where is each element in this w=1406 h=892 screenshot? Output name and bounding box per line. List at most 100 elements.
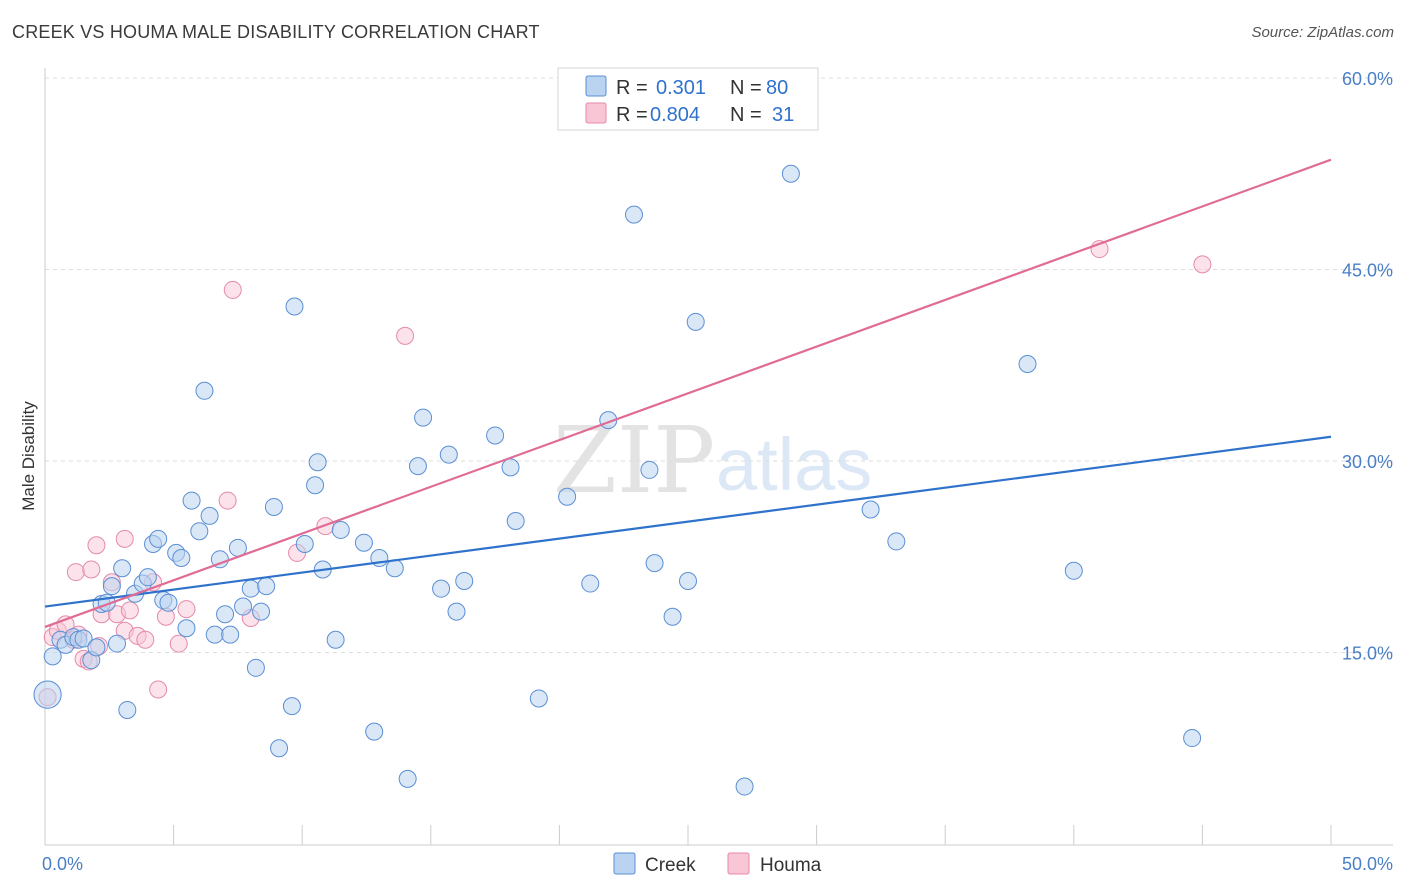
creek-point-48 (331, 520, 350, 539)
legend-houma-n-value: 31 (772, 104, 794, 126)
x-tick-label-0: 0.0% (42, 854, 83, 874)
creek-point-27 (195, 381, 214, 400)
creek-point-25 (182, 491, 201, 510)
watermark-atlas: atlas (716, 423, 872, 506)
houma-point-30 (396, 326, 415, 345)
houma-point-26 (223, 280, 242, 299)
creek-point-6 (74, 629, 93, 648)
creek-point-32 (221, 625, 240, 644)
watermark: ZIP atlas (553, 407, 872, 514)
creek-point-78 (1064, 561, 1083, 580)
creek-point-58 (447, 602, 466, 621)
creek-point-1 (43, 647, 62, 666)
creek-point-62 (506, 512, 525, 531)
creek-point-45 (308, 453, 327, 472)
creek-point-35 (241, 579, 260, 598)
creek-point-59 (455, 572, 474, 591)
houma-point-10 (87, 536, 106, 555)
creek-point-57 (439, 445, 458, 464)
legend-creek-r-label: R = (616, 77, 648, 99)
y-tick-label-1: 30.0% (1342, 452, 1393, 472)
y-axis-label: Male Disability (19, 401, 38, 511)
houma-point-24 (177, 600, 196, 619)
legend-creek-swatch (585, 75, 607, 97)
creek-point-29 (205, 625, 224, 644)
creek-point-31 (216, 605, 235, 624)
creek-point-17 (138, 568, 157, 587)
creek-point-54 (408, 457, 427, 476)
creek-point-11 (102, 577, 121, 596)
creek-point-12 (108, 634, 127, 653)
bottom-legend: Creek Houma (613, 852, 822, 876)
legend-creek-n-label: N = (730, 77, 762, 99)
gridlines (45, 77, 1393, 653)
creek-point-65 (581, 574, 600, 593)
y-tick-label-2: 45.0% (1342, 261, 1393, 281)
creek-point-69 (645, 554, 664, 573)
creek-point-38 (257, 577, 276, 596)
creek-point-75 (861, 500, 880, 519)
creek-point-36 (246, 658, 265, 677)
bottom-legend-houma-label: Houma (760, 855, 822, 876)
creek-point-79 (1183, 729, 1202, 748)
houma-point-25 (218, 491, 237, 510)
creek-point-19 (149, 529, 168, 548)
creek-point-71 (679, 572, 697, 591)
creek-point-72 (686, 312, 705, 331)
creek-point-49 (354, 533, 373, 552)
legend-creek-n-value: 80 (766, 77, 788, 99)
creek-point-47 (326, 630, 345, 649)
creek-point-50 (365, 722, 384, 741)
x-tick-label-1: 50.0% (1342, 854, 1393, 874)
houma-trend-line (44, 158, 1332, 629)
creek-point-0 (33, 680, 62, 709)
creek-point-56 (432, 579, 451, 598)
source-credit: Source: ZipAtlas.com (1251, 24, 1394, 41)
creek-point-74 (781, 164, 800, 183)
trend-lines (44, 158, 1332, 629)
creek-point-41 (282, 697, 301, 716)
creek-point-14 (118, 700, 137, 719)
legend-houma-n-label: N = (730, 104, 762, 126)
watermark-zip: ZIP (553, 407, 715, 514)
houma-point-23 (169, 634, 188, 653)
axes (44, 68, 1393, 846)
houma-point-32 (1193, 255, 1212, 274)
creek-point-73 (735, 777, 754, 796)
creek-point-61 (501, 458, 520, 477)
creek-point-55 (414, 408, 433, 427)
legend: R = 0.301 N = 80 R = 0.804 N = 31 (557, 67, 819, 131)
legend-houma-swatch (585, 102, 607, 124)
houma-point-19 (136, 630, 155, 649)
legend-creek-r-value: 0.301 (656, 77, 706, 99)
bottom-legend-creek-swatch (613, 852, 636, 875)
creek-point-8 (87, 638, 106, 657)
creek-point-53 (398, 769, 417, 788)
creek-point-13 (113, 559, 132, 578)
creek-point-42 (285, 297, 304, 316)
creek-point-52 (385, 559, 404, 578)
creek-point-76 (887, 532, 906, 551)
creek-point-34 (234, 597, 253, 616)
chart-title: CREEK VS HOUMA MALE DISABILITY CORRELATI… (12, 22, 540, 42)
bottom-legend-houma-swatch (727, 852, 750, 875)
creek-point-39 (264, 497, 283, 516)
creek-trend-line (44, 435, 1332, 608)
y-tick-label-3: 60.0% (1342, 69, 1393, 89)
creek-point-77 (1018, 354, 1037, 373)
legend-houma-r-value: 0.804 (650, 104, 700, 126)
creek-point-23 (172, 549, 191, 568)
creek-point-63 (529, 689, 548, 708)
houma-point-9 (82, 560, 101, 579)
creek-point-21 (159, 593, 178, 612)
creek-point-37 (252, 602, 271, 621)
y-tick-labels: 15.0% 30.0% 45.0% 60.0% (1342, 69, 1393, 664)
creek-point-70 (663, 607, 682, 626)
creek-point-60 (486, 426, 505, 445)
y-tick-label-0: 15.0% (1342, 644, 1393, 664)
houma-point-16 (115, 529, 134, 548)
houma-point-21 (149, 680, 168, 699)
creek-point-24 (177, 619, 196, 638)
legend-houma-r-label: R = (616, 104, 648, 126)
